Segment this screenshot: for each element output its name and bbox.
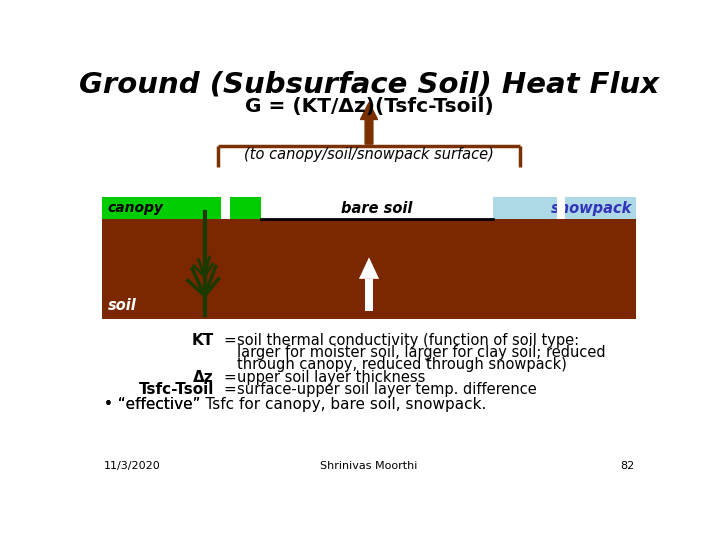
Text: snowpack: snowpack — [551, 200, 632, 215]
Bar — [102, 219, 636, 319]
Text: soil thermal conductivity (function of soil type:: soil thermal conductivity (function of s… — [238, 333, 580, 348]
Bar — [557, 197, 565, 219]
Text: =: = — [223, 370, 236, 384]
Polygon shape — [215, 182, 235, 197]
Polygon shape — [359, 257, 379, 279]
Text: KT: KT — [192, 333, 214, 348]
Polygon shape — [551, 182, 571, 197]
Text: surface-upper soil layer temp. difference: surface-upper soil layer temp. differenc… — [238, 382, 537, 397]
Text: larger for moister soil, larger for clay soil; reduced: larger for moister soil, larger for clay… — [238, 345, 606, 360]
Text: • “effective” Tsfc for canopy, bare soil, snowpack.: • “effective” Tsfc for canopy, bare soil… — [104, 397, 486, 413]
Text: 82: 82 — [620, 461, 634, 471]
Text: (to canopy/soil/snowpack surface): (to canopy/soil/snowpack surface) — [244, 147, 494, 162]
Text: through canopy, reduced through snowpack): through canopy, reduced through snowpack… — [238, 357, 567, 373]
Text: soil: soil — [108, 298, 137, 313]
Text: canopy: canopy — [108, 201, 163, 215]
Bar — [493, 197, 636, 219]
FancyArrow shape — [361, 103, 377, 144]
Text: =: = — [223, 333, 236, 348]
Text: • “effective”: • “effective” — [104, 397, 205, 413]
Text: 11/3/2020: 11/3/2020 — [104, 461, 161, 471]
Text: =: = — [223, 382, 236, 397]
Text: G = (KT/Δz)(Tsfc-Tsoil): G = (KT/Δz)(Tsfc-Tsoil) — [245, 97, 493, 116]
Text: Ground (Subsurface Soil) Heat Flux: Ground (Subsurface Soil) Heat Flux — [79, 70, 659, 98]
Text: upper soil layer thickness: upper soil layer thickness — [238, 370, 426, 384]
Text: Shrinivas Moorthi: Shrinivas Moorthi — [320, 461, 418, 471]
Text: Tsfc-Tsoil: Tsfc-Tsoil — [139, 382, 214, 397]
Bar — [365, 279, 373, 311]
Text: Δz: Δz — [194, 370, 214, 384]
Text: bare soil: bare soil — [341, 200, 413, 215]
Bar — [102, 197, 261, 219]
Bar — [221, 197, 230, 219]
